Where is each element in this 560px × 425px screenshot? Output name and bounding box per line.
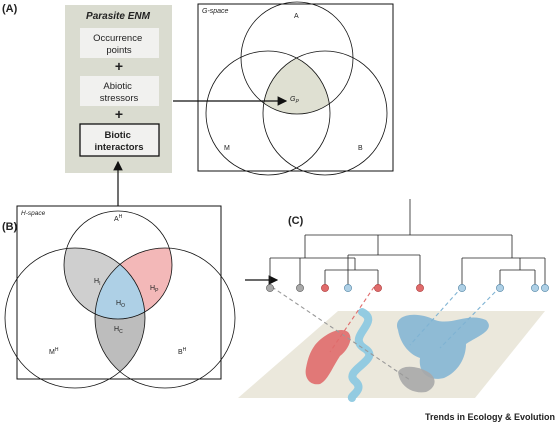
h-label-hi: H (94, 278, 99, 285)
occurrence-points-line1: Occurrence (93, 33, 142, 44)
g-circle-a (240, 1, 354, 115)
svg-text:Abiotic stressors: Abiotic stressors (100, 81, 139, 104)
h-label-hc: H (114, 326, 119, 333)
parasite-enm-box: Parasite ENM Occurrence points + Abiotic… (65, 5, 172, 173)
h-label-hi-sub: I (99, 281, 100, 287)
h-label-b-sup: H (183, 347, 187, 353)
phylo-map-panel (238, 199, 549, 402)
h-label-ho: H (116, 300, 121, 307)
h-label-m-sup: H (55, 347, 59, 353)
tip-blue-4 (531, 284, 539, 292)
svg-text:HI: HI (94, 278, 100, 287)
biotic-interactors-line2: interactors (94, 142, 143, 153)
plus-sign-2: + (115, 106, 123, 122)
g-space-panel: G-space A M B GP (197, 1, 394, 176)
g-label-gp: G (290, 96, 296, 103)
panel-label-c: (C) (288, 215, 304, 227)
h-circle-a (63, 210, 173, 320)
abiotic-stressors-line1: Abiotic (103, 81, 132, 92)
svg-text:HO: HO (116, 300, 125, 309)
svg-text:GP: GP (290, 96, 299, 105)
g-label-b: B (358, 145, 363, 152)
biotic-interactors-line1: Biotic (104, 130, 130, 141)
biotic-interactors-box (79, 123, 160, 157)
panel-label-a: (A) (2, 3, 18, 15)
river (347, 308, 374, 402)
tip-grey-1 (266, 284, 274, 292)
h-label-a-sup: H (119, 214, 123, 220)
g-space-title: G-space (202, 8, 229, 15)
tip-red-3 (416, 284, 424, 292)
h-circle-m (4, 247, 146, 389)
h-label-b: B (178, 349, 183, 356)
h-label-hc-sub: C (119, 329, 123, 335)
g-label-a: A (294, 13, 299, 20)
phylogenetic-tree (269, 199, 546, 287)
red-host-region (305, 329, 351, 385)
blue-host-region (397, 314, 489, 379)
plus-sign-1: + (115, 58, 123, 74)
h-region-ho (95, 248, 145, 319)
svg-text:Biotic interactors: Biotic interactors (94, 130, 143, 153)
h-space-title: H-space (21, 210, 46, 217)
journal-footer: Trends in Ecology & Evolution (425, 412, 555, 422)
h-label-a: A (114, 216, 119, 223)
tip-red-2 (374, 284, 382, 292)
dash-red-to-map (329, 286, 375, 353)
abiotic-stressors-line2: stressors (100, 93, 139, 104)
h-label-m: M (49, 349, 55, 356)
svg-text:Occurrence points: Occurrence points (93, 33, 145, 56)
h-space-panel: H-space AH MH BH HP (4, 205, 236, 389)
grey-host-region (398, 366, 435, 393)
tip-blue-3 (496, 284, 504, 292)
occurrence-points-line2: points (106, 45, 132, 56)
dash-blue-to-map-2 (439, 286, 501, 349)
h-label-hp: H (150, 285, 155, 292)
occurrence-points-box (80, 28, 159, 58)
tip-blue-1 (344, 284, 352, 292)
tip-grey-2 (296, 284, 304, 292)
g-circle-b (262, 50, 388, 176)
abiotic-stressors-box (80, 76, 159, 106)
tip-blue-2 (458, 284, 466, 292)
g-circle-m (205, 50, 331, 176)
panel-label-b: (B) (2, 221, 18, 233)
enm-title: Parasite ENM (86, 11, 151, 22)
g-label-m: M (224, 145, 230, 152)
tip-red-1 (321, 284, 329, 292)
h-circle-b (94, 247, 236, 389)
svg-text:HC: HC (114, 326, 123, 335)
g-label-gp-sub: P (295, 99, 299, 105)
h-label-hp-sub: P (155, 288, 159, 294)
svg-text:HP: HP (150, 285, 159, 294)
svg-text:AH: AH (114, 214, 123, 223)
h-label-ho-sub: O (121, 303, 125, 309)
dash-blue-to-map-1 (409, 286, 463, 346)
svg-text:BH: BH (178, 347, 187, 356)
map-plane (238, 311, 545, 398)
svg-text:MH: MH (49, 347, 59, 356)
tip-blue-5 (541, 284, 549, 292)
